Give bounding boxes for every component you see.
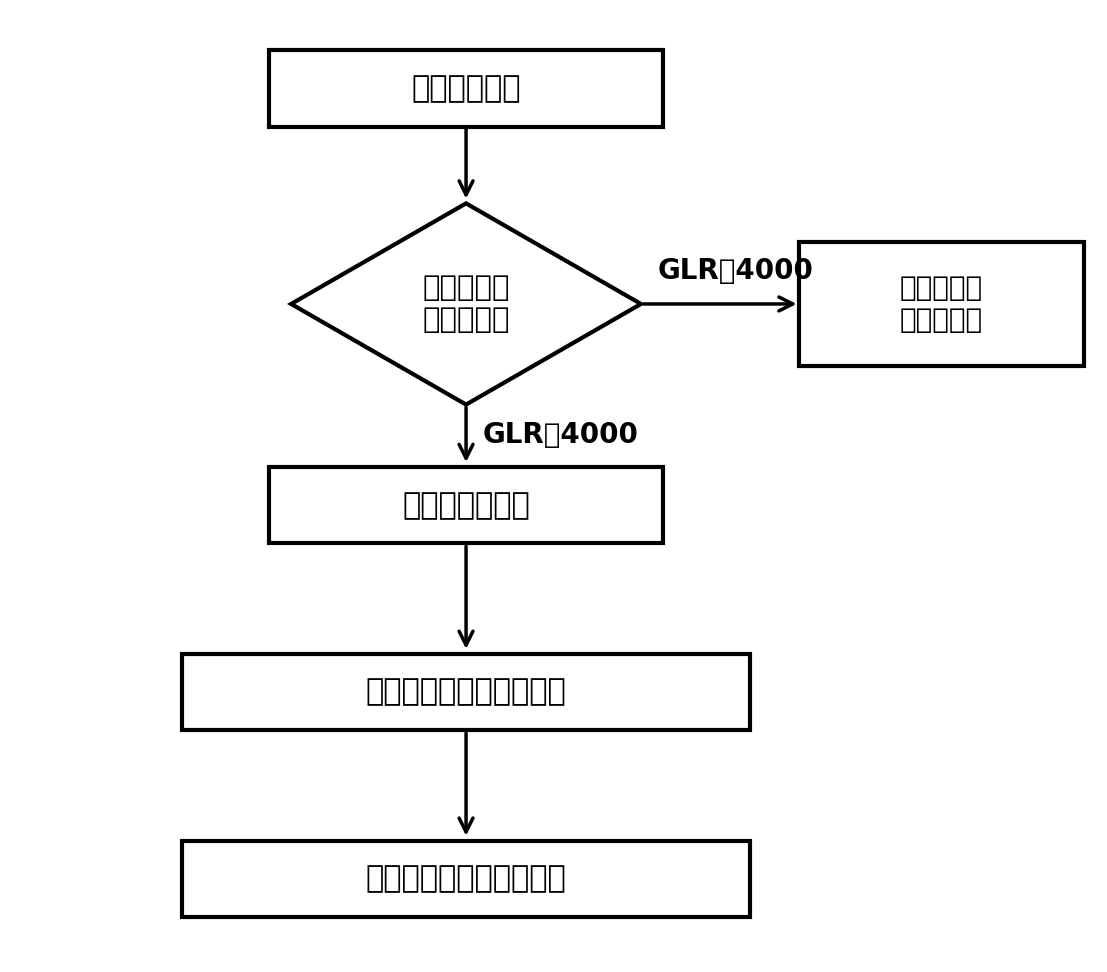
Polygon shape bbox=[291, 203, 641, 404]
FancyBboxPatch shape bbox=[269, 51, 663, 126]
Text: 采用其他方
式进行计算: 采用其他方 式进行计算 bbox=[900, 274, 983, 334]
Text: 判断采气井
气液比条件: 判断采气井 气液比条件 bbox=[422, 274, 510, 334]
Text: GLR＜4000: GLR＜4000 bbox=[658, 257, 814, 285]
FancyBboxPatch shape bbox=[269, 467, 663, 543]
Text: GLR＞4000: GLR＞4000 bbox=[483, 421, 639, 449]
Text: 收集计算参数: 收集计算参数 bbox=[412, 74, 520, 103]
FancyBboxPatch shape bbox=[182, 653, 751, 730]
Text: 计算天然气密度: 计算天然气密度 bbox=[402, 491, 530, 520]
Text: 计算水平井临界携液流速: 计算水平井临界携液流速 bbox=[365, 677, 567, 707]
FancyBboxPatch shape bbox=[182, 841, 751, 918]
Text: 计算水平井临界携液流量: 计算水平井临界携液流量 bbox=[365, 864, 567, 893]
FancyBboxPatch shape bbox=[799, 242, 1084, 366]
